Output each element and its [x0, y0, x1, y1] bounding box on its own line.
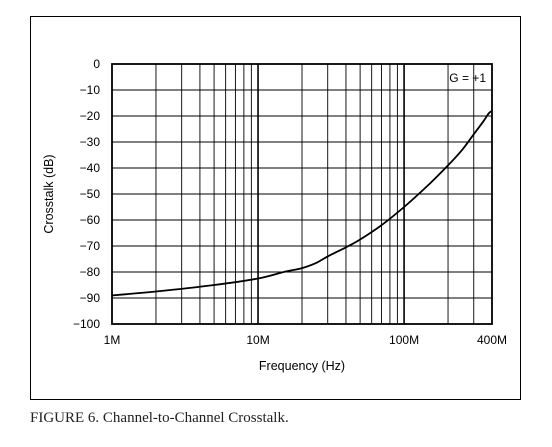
crosstalk-line	[111, 110, 493, 297]
y-tick-label: −30	[80, 135, 101, 149]
y-tick-label: −60	[80, 213, 101, 227]
y-tick-label: −70	[80, 239, 101, 253]
y-tick-label: −20	[80, 109, 101, 123]
y-tick-label: −50	[80, 187, 101, 201]
series-layer	[111, 110, 493, 297]
plot-area	[111, 63, 493, 325]
y-tick-label: −90	[80, 291, 101, 305]
x-axis-title: Frequency (Hz)	[259, 359, 345, 373]
x-axis-ticks: 1M 10M 100M 400M	[104, 333, 507, 347]
y-tick-label: 0	[93, 57, 100, 71]
y-tick-label: −100	[73, 317, 100, 331]
y-axis-ticks: 0 −10 −20 −30 −40 −50 −60 −70 −80 −90 −100	[73, 57, 100, 331]
figure-caption: FIGURE 6. Channel-to-Channel Crosstalk.	[30, 410, 289, 426]
y-tick-label: −40	[80, 161, 101, 175]
x-tick-label: 100M	[389, 333, 419, 347]
y-tick-label: −80	[80, 265, 101, 279]
y-tick-label: −10	[80, 83, 101, 97]
x-tick-label: 10M	[246, 333, 269, 347]
y-axis-title: Crosstalk (dB)	[42, 154, 56, 233]
crosstalk-chart: 0 −10 −20 −30 −40 −50 −60 −70 −80 −90 −100 1M 10M 10…	[42, 57, 507, 373]
grid	[112, 63, 492, 325]
x-tick-label: 400M	[477, 333, 507, 347]
figure-frame: 0 −10 −20 −30 −40 −50 −60 −70 −80 −90 −100 1M 10M 10…	[30, 16, 521, 400]
x-tick-label: 1M	[104, 333, 121, 347]
gain-annotation: G = +1	[449, 71, 486, 85]
